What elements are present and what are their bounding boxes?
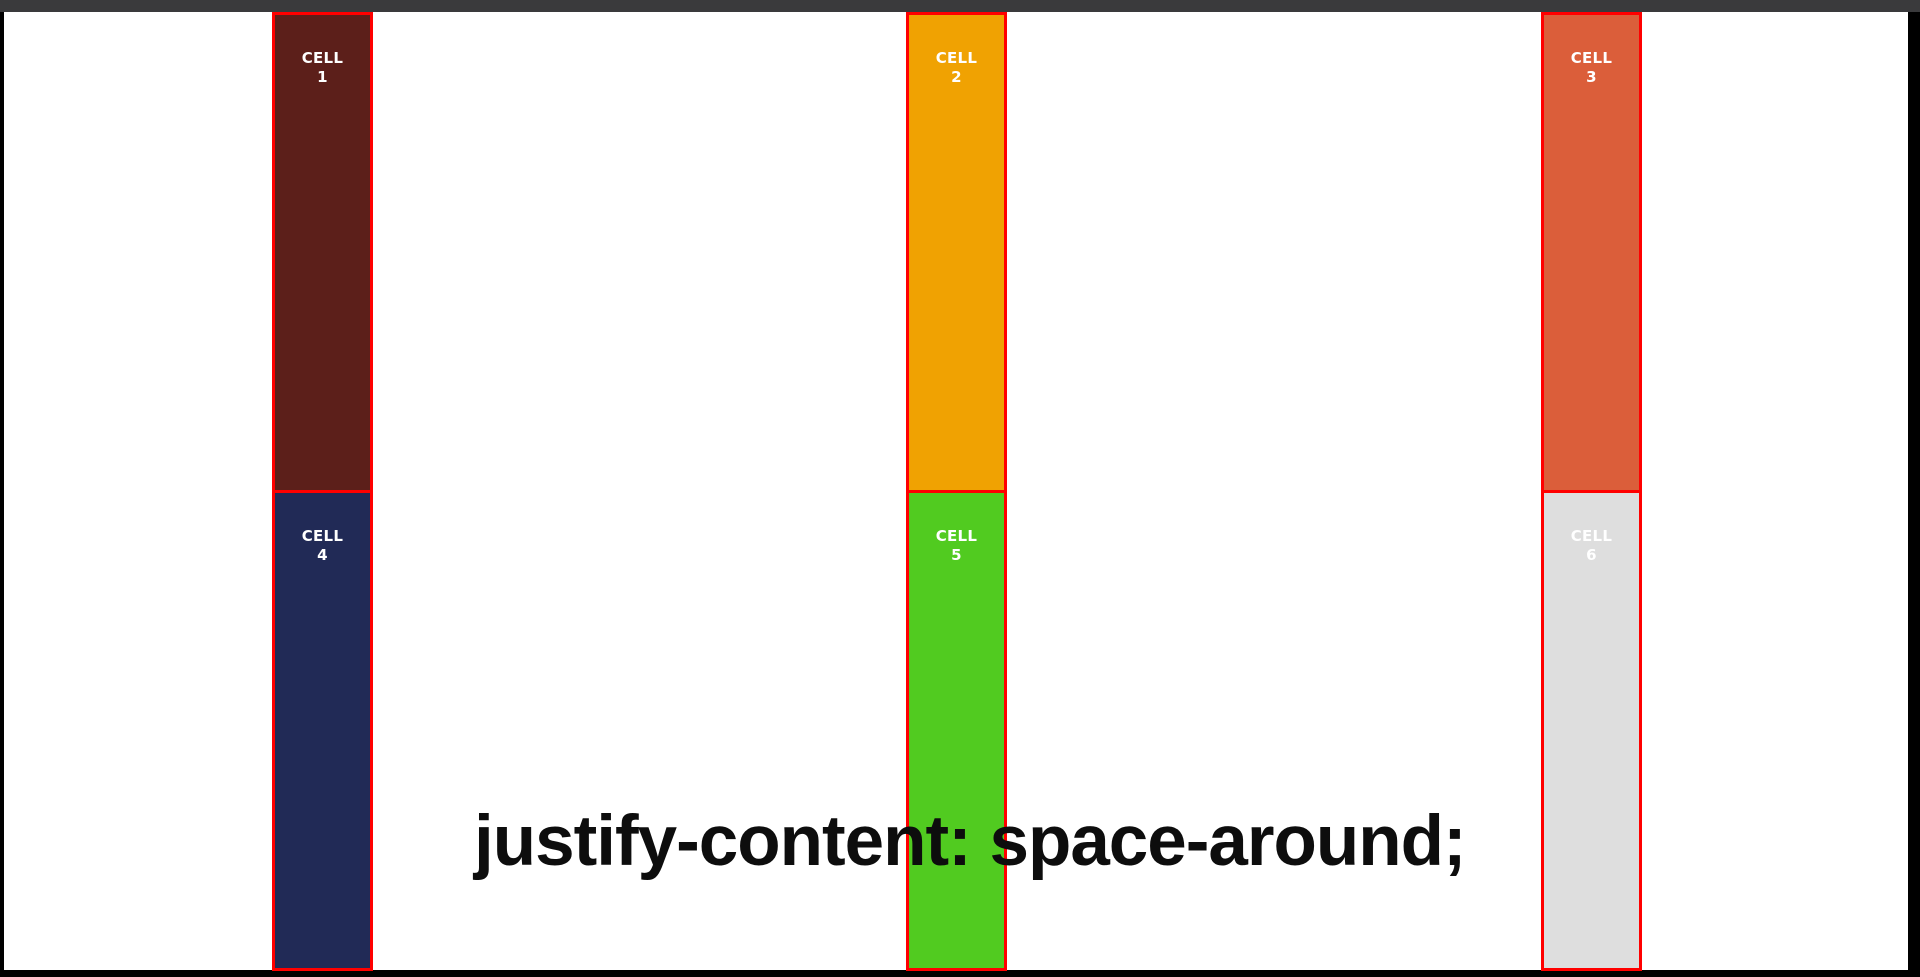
top-bar xyxy=(0,0,1920,12)
cell-5-number: 5 xyxy=(951,546,962,564)
cell-3-label-text: CELL xyxy=(1570,49,1613,67)
cell-1-label: CELL 1 xyxy=(275,49,370,87)
cell-2-label-text: CELL xyxy=(935,49,978,67)
cell-1: CELL 1 xyxy=(272,12,373,493)
cell-3-number: 3 xyxy=(1586,68,1597,86)
cell-3-label: CELL 3 xyxy=(1544,49,1639,87)
cell-6-label: CELL 6 xyxy=(1544,527,1639,565)
cell-6-label-text: CELL xyxy=(1570,527,1613,545)
cell-4-label-text: CELL xyxy=(301,527,344,545)
cell-4: CELL 4 xyxy=(272,490,373,971)
cell-2: CELL 2 xyxy=(906,12,1007,493)
flex-container: CELL 1 CELL 2 CELL 3 CELL 4 CELL 5 CELL … xyxy=(4,12,1908,971)
cell-4-label: CELL 4 xyxy=(275,527,370,565)
cell-5: CELL 5 xyxy=(906,490,1007,971)
cell-6: CELL 6 xyxy=(1541,490,1642,971)
cell-2-number: 2 xyxy=(951,68,962,86)
cell-5-label: CELL 5 xyxy=(909,527,1004,565)
cell-4-number: 4 xyxy=(317,546,328,564)
cell-1-number: 1 xyxy=(317,68,328,86)
cell-6-number: 6 xyxy=(1586,546,1597,564)
cell-3: CELL 3 xyxy=(1541,12,1642,493)
cell-1-label-text: CELL xyxy=(301,49,344,67)
cell-2-label: CELL 2 xyxy=(909,49,1004,87)
justify-content-caption: justify-content: space-around; xyxy=(474,802,1467,881)
cell-5-label-text: CELL xyxy=(935,527,978,545)
